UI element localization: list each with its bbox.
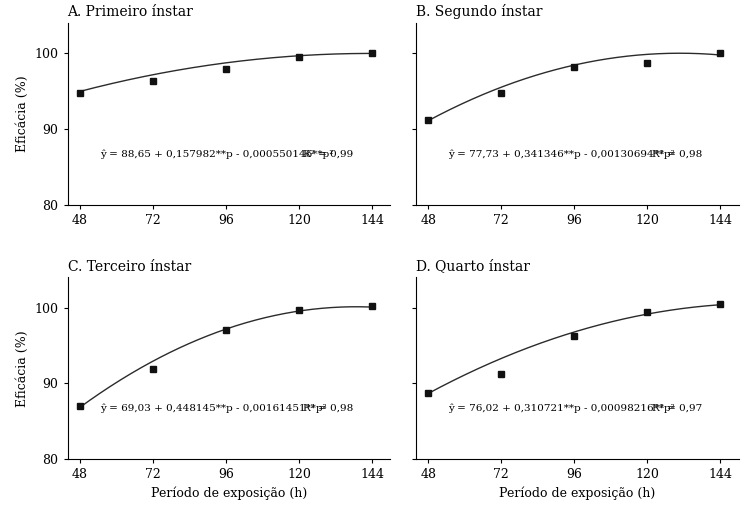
- Text: R² = 0,98: R² = 0,98: [652, 149, 702, 159]
- X-axis label: Período de exposição (h): Período de exposição (h): [151, 487, 307, 500]
- Text: R² = 0,99: R² = 0,99: [303, 149, 353, 159]
- X-axis label: Período de exposição (h): Período de exposição (h): [500, 487, 656, 500]
- Text: ŷ = 77,73 + 0,341346**p - 0,00130694**p²: ŷ = 77,73 + 0,341346**p - 0,00130694**p²: [448, 149, 675, 159]
- Text: R² = 0,98: R² = 0,98: [303, 404, 353, 413]
- Text: R² = 0,97: R² = 0,97: [652, 404, 702, 413]
- Text: ŷ = 69,03 + 0,448145**p - 0,00161451**p²: ŷ = 69,03 + 0,448145**p - 0,00161451**p²: [100, 404, 326, 413]
- Text: D. Quarto ínstar: D. Quarto ínstar: [416, 260, 530, 273]
- Text: A. Primeiro ínstar: A. Primeiro ínstar: [68, 5, 194, 19]
- Text: B. Segundo ínstar: B. Segundo ínstar: [416, 4, 542, 19]
- Text: ŷ = 88,65 + 0,157982**p - 0,000550146**p²: ŷ = 88,65 + 0,157982**p - 0,000550146**p…: [100, 149, 333, 159]
- Text: C. Terceiro ínstar: C. Terceiro ínstar: [68, 260, 190, 273]
- Y-axis label: Eficácia (%): Eficácia (%): [16, 75, 29, 152]
- Y-axis label: Eficácia (%): Eficácia (%): [16, 330, 29, 407]
- Text: ŷ = 76,02 + 0,310721**p - 0,00098216**p²: ŷ = 76,02 + 0,310721**p - 0,00098216**p²: [448, 404, 675, 413]
